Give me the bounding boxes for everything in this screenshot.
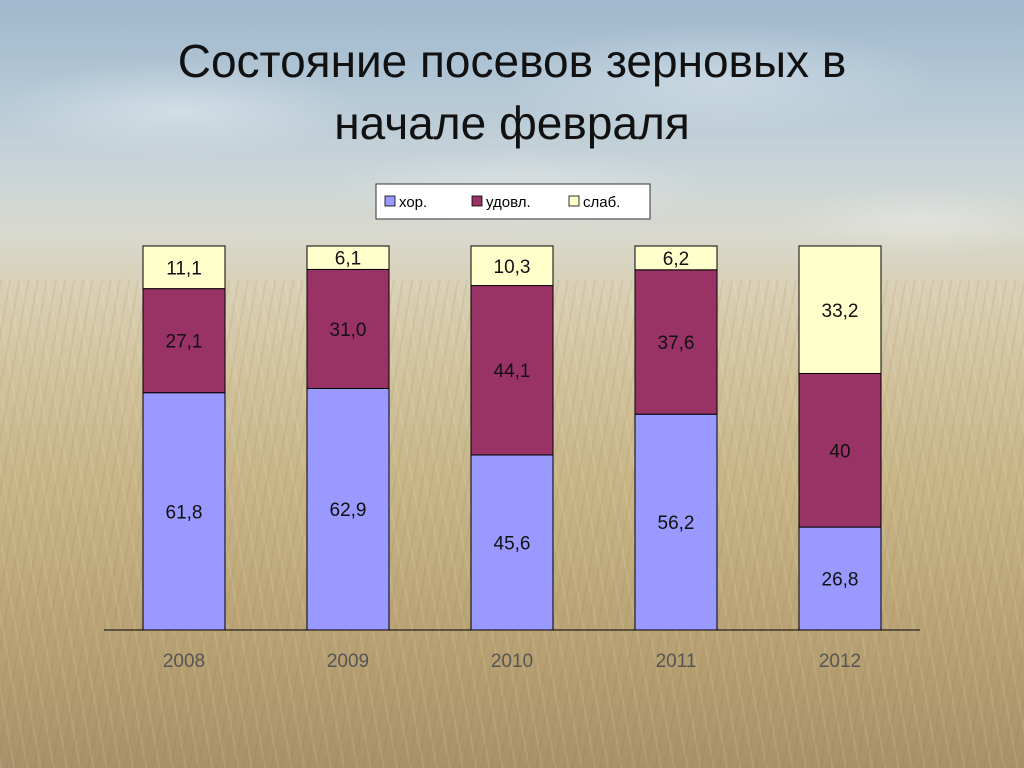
data-label-2009-хор: 62,9 (330, 500, 367, 521)
data-label-2011-хор: 56,2 (658, 513, 695, 534)
chart-x-axis: 2008 2009 2010 2011 2012 (104, 629, 920, 672)
bar-segment-2009-удовл (306, 268, 390, 389)
legend-box (375, 183, 651, 220)
data-label-2012-хор: 26,8 (822, 570, 859, 591)
data-label-2011-удовл: 37,6 (658, 333, 695, 354)
bar-segment-2008-удовл (142, 288, 226, 394)
legend-label-хор: хор. (399, 194, 427, 211)
legend-label-слаб: слаб. (583, 194, 620, 211)
data-label-2008-удовл: 27,1 (166, 332, 203, 353)
data-label-2008-хор: 61,8 (166, 502, 203, 523)
x-tick-label-2008: 2008 (163, 651, 205, 672)
bar-segment-2011-хор (634, 413, 718, 631)
bar-segment-2010-удовл (470, 285, 554, 456)
bar-segment-2011-слаб (634, 245, 718, 271)
legend-swatch-удовл (471, 195, 483, 207)
data-label-2012-слаб: 33,2 (822, 301, 859, 322)
x-tick-label-2010: 2010 (491, 651, 533, 672)
bar-segment-2010-хор (470, 454, 554, 631)
data-label-2011-слаб: 6,2 (663, 249, 689, 270)
bar-segment-2011-удовл (634, 269, 718, 415)
x-tick-label-2011: 2011 (656, 651, 697, 672)
legend-swatch-хор (384, 195, 396, 207)
data-label-2009-удовл: 31,0 (330, 320, 367, 341)
legend-swatch-слаб (568, 195, 580, 207)
data-label-2010-хор: 45,6 (494, 533, 531, 554)
legend-label-удовл: удовл. (486, 194, 531, 211)
data-label-2010-удовл: 44,1 (494, 361, 531, 382)
chart-data-labels: 61,8 27,1 11,1 62,9 31,0 6,1 45,6 44,1 10,3 56,2 3… (166, 249, 859, 591)
data-label-2012-удовл: 40 (829, 441, 850, 462)
x-tick-label-2012: 2012 (819, 651, 861, 672)
bar-segment-2009-слаб (306, 245, 390, 270)
data-label-2009-слаб: 6,1 (335, 249, 361, 270)
bar-segment-2012-хор (798, 526, 882, 631)
slide-title: Состояние посевов зерновых в начале февр… (0, 30, 1024, 154)
chart-legend: хор. удовл. слаб. (375, 183, 651, 220)
slide-title-line-2: начале февраля (334, 97, 690, 149)
bar-segment-2009-хор (306, 387, 390, 631)
data-label-2010-слаб: 10,3 (494, 257, 531, 278)
bar-segment-2008-хор (142, 392, 226, 631)
bar-segment-2010-слаб (470, 245, 554, 287)
bar-segment-2008-слаб (142, 245, 226, 290)
data-label-2008-слаб: 11,1 (166, 258, 202, 279)
chart-bars (142, 245, 882, 631)
x-tick-label-2009: 2009 (327, 651, 369, 672)
bar-segment-2012-слаб (798, 245, 882, 374)
slide-title-line-1: Состояние посевов зерновых в (177, 35, 847, 87)
